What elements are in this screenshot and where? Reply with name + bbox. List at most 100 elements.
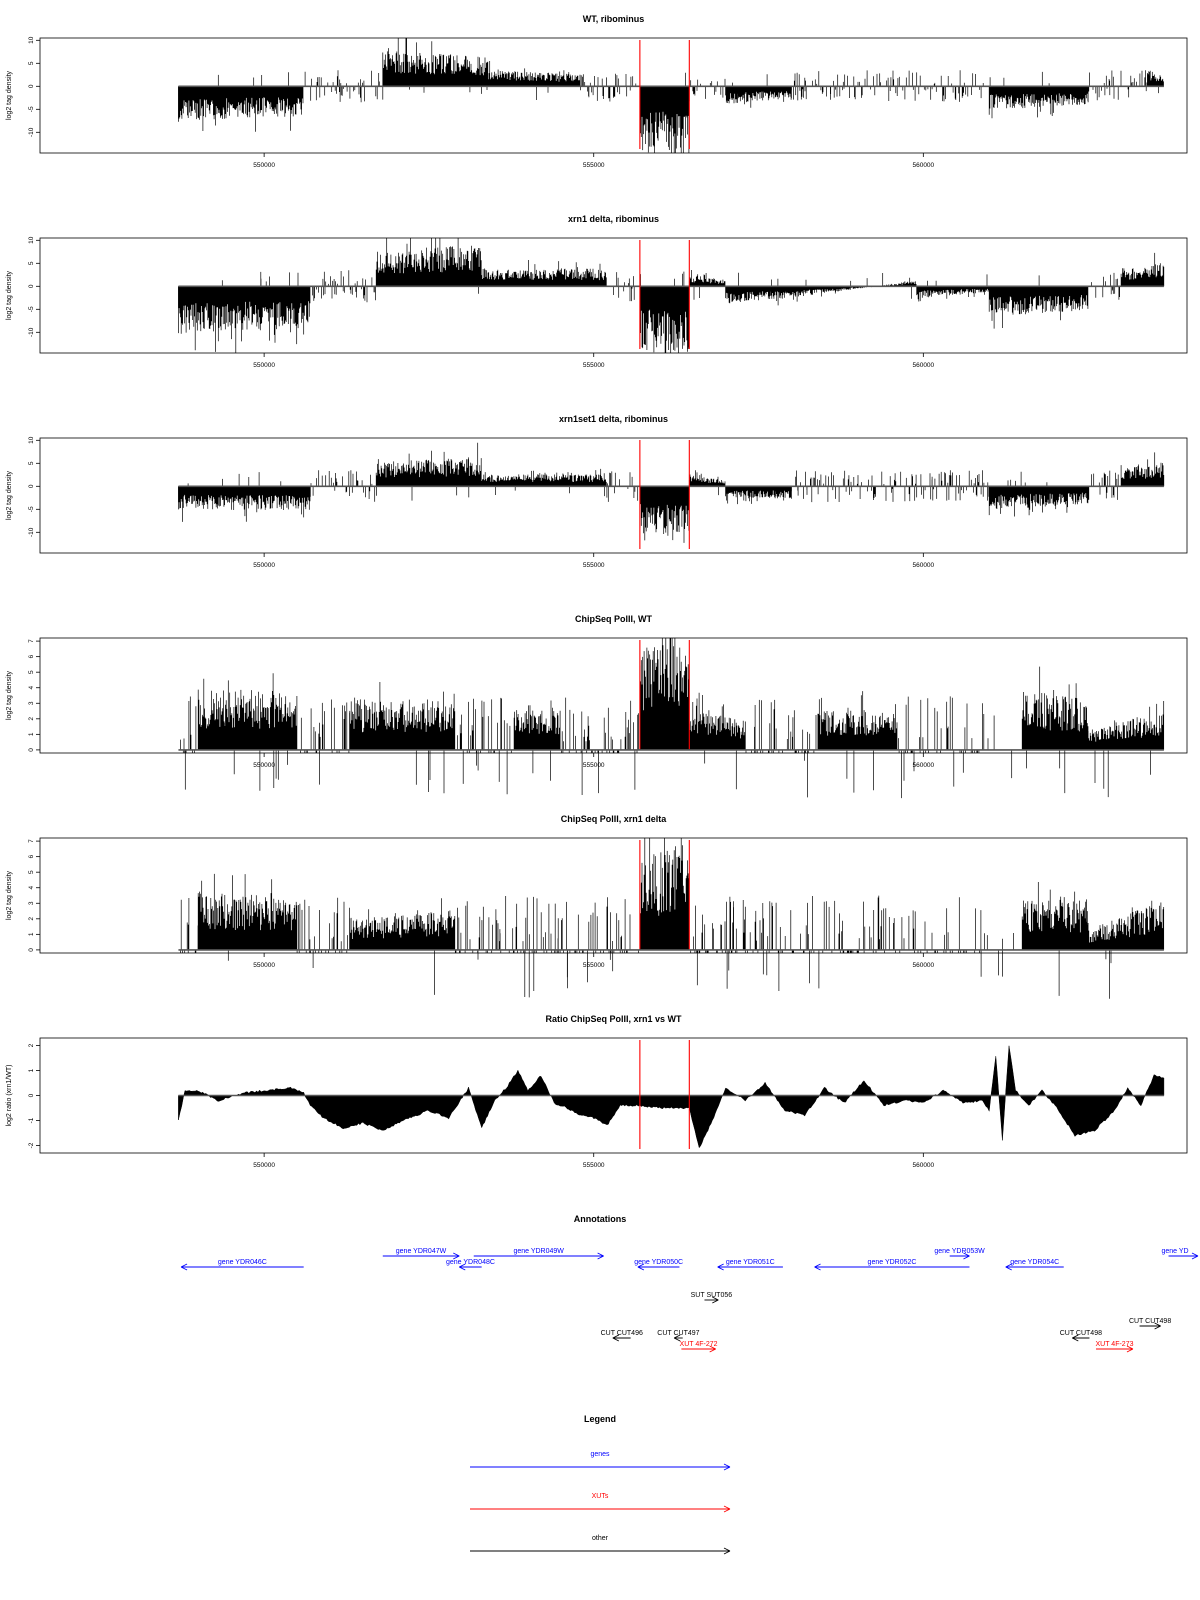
y-tick-label: 10 [28,436,35,444]
plot-frame [39,837,1188,954]
panel-5: ChipSeq PolII, xrn1 delta log2 tag densit… [6,814,1188,999]
y-tick-label: 1 [28,1068,35,1072]
y-tick-label: 3 [28,901,35,905]
feature-label: gene YDR054C [1010,1259,1059,1266]
y-tick-label: 0 [28,748,35,752]
legend-label: genes [590,1451,610,1458]
feature-arrow-head [1191,1252,1199,1260]
x-tick-label: 555000 [583,762,605,769]
feature-arrow-head [453,1252,460,1260]
y-tick-label: 10 [28,36,35,44]
feature-label: gene YD [1161,1248,1188,1255]
y-tick-label: -10 [28,127,35,137]
y-tick-label: -1 [28,1117,35,1123]
annotation-feature: gene YDR052C [814,1259,970,1271]
y-tick-label: 6 [28,854,35,858]
y-tick-label: 4 [28,686,35,690]
x-tick-label: 555000 [583,362,605,369]
feature-arrow-head [963,1252,970,1260]
feature-label: CUT CUT498 [1060,1330,1102,1337]
y-tick-label: -5 [28,506,35,512]
feature-label: CUT CUT498 [1129,1318,1171,1325]
y-tick-label: 5 [28,670,35,674]
annotation-feature: CUT CUT498 [1129,1318,1171,1330]
y-tick-label: -2 [28,1142,35,1148]
x-tick-label: 555000 [583,1162,605,1169]
annotation-feature: SUT SUT056 [691,1292,732,1304]
annotation-feature: XUT 4F-272 [680,1341,718,1353]
annotations-track: Annotations [574,1214,627,1224]
feature-arrow-head [712,1296,719,1304]
y-tick-label: 7 [28,639,35,643]
y-tick-label: -10 [28,327,35,337]
feature-label: gene YDR049W [513,1248,564,1255]
plot-frame [39,437,1188,554]
y-tick-label: 0 [28,284,35,288]
feature-label: gene YDR051C [726,1259,775,1266]
x-tick-label: 550000 [253,362,275,369]
x-tick-label: 560000 [912,962,934,969]
panel-title: xrn1 delta, ribominus [568,214,659,224]
panel-title: ChipSeq PolII, xrn1 delta [561,814,668,824]
legend-item: genes [470,1451,731,1471]
x-tick-label: 560000 [912,162,934,169]
feature-label: gene YDR047W [396,1248,447,1255]
x-tick-label: 560000 [912,362,934,369]
annotations-title: Annotations [574,1214,627,1224]
feature-label: gene YDR050C [634,1259,683,1266]
x-tick-label: 560000 [912,1162,934,1169]
y-axis-label: log2 tag density [6,470,13,520]
y-tick-label: 1 [28,732,35,736]
panel-title: Ratio ChipSeq PolII, xrn1 vs WT [545,1014,682,1024]
annotation-feature: gene YDR048C [446,1259,495,1271]
x-tick-label: 550000 [253,762,275,769]
panel-1: WT, ribominus log2 tag density 10 5 0 -5 -10 55… [6,14,1188,169]
data-bars [180,638,1165,799]
data-bars [180,838,1165,999]
legend-arrowhead [723,1463,731,1471]
data-bars [178,38,1164,153]
y-tick-label: 0 [28,948,35,952]
feature-arrow-head [1154,1322,1161,1330]
legend-title: Legend [584,1414,616,1424]
plot-frame [39,237,1188,354]
plot-frame [39,637,1188,754]
feature-arrow-head [459,1263,466,1271]
feature-arrow-head [717,1263,724,1271]
data-area [178,1045,1165,1149]
x-tick-label: 555000 [583,562,605,569]
y-tick-label: 0 [28,84,35,88]
panel-2: xrn1 delta, ribominus log2 tag density 10 5… [6,214,1188,369]
y-tick-label: 5 [28,261,35,265]
annotation-feature: gene YDR054C [1005,1259,1064,1271]
feature-label: gene YDR052C [868,1259,917,1266]
feature-arrow-head [814,1263,821,1271]
annotation-feature: CUT CUT498 [1060,1330,1102,1342]
panel-title: ChipSeq PolII, WT [575,614,652,624]
annotation-feature: gene YDR053W [934,1248,985,1260]
data-bars [178,238,1165,353]
y-tick-label: -10 [28,527,35,537]
annotation-feature: XUT 4F-273 [1095,1341,1134,1353]
x-tick-label: 555000 [583,162,605,169]
annotation-feature: gene YDR049W [473,1248,604,1260]
feature-label: CUT CUT496 [601,1330,643,1337]
annotation-feature: CUT CUT497 [657,1330,700,1342]
panel-title: xrn1set1 delta, ribominus [559,414,668,424]
y-tick-label: 0 [28,1093,35,1097]
y-axis-label: log2 tag density [6,270,13,320]
y-axis-label: log2 ratio (xrn1/WT) [6,1065,13,1127]
legend-arrowhead [723,1547,731,1555]
annotation-feature: gene YD [1161,1248,1199,1260]
legend-arrowhead [723,1505,731,1513]
y-tick-label: 2 [28,1043,35,1047]
y-tick-label: 1 [28,932,35,936]
x-tick-label: 560000 [912,762,934,769]
y-tick-label: 5 [28,61,35,65]
y-tick-label: 0 [28,484,35,488]
annotation-feature: gene YDR051C [717,1259,783,1271]
feature-arrow-head [612,1334,620,1342]
data-bars [178,442,1165,543]
